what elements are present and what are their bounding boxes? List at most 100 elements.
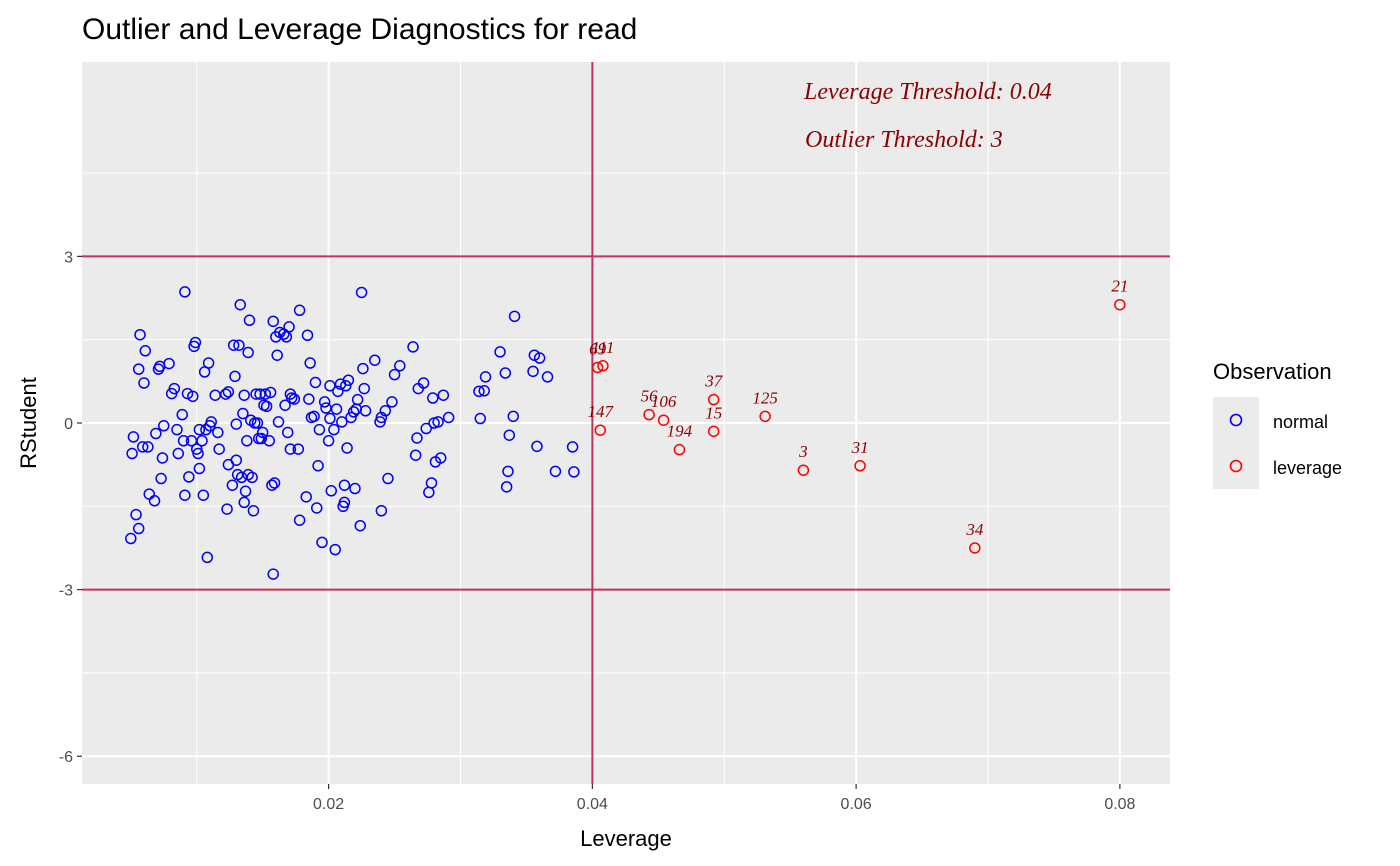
point-leverage (707, 393, 720, 406)
point-normal (171, 423, 183, 436)
point-leverage (707, 425, 720, 438)
point-normal (499, 367, 512, 379)
point-normal (324, 412, 336, 425)
point-normal (271, 349, 283, 361)
point-normal (163, 357, 175, 370)
chart-title: Outlier and Leverage Diagnostics for rea… (82, 13, 637, 46)
point-normal (328, 423, 340, 436)
point-normal (332, 385, 344, 398)
point-normal (172, 447, 185, 460)
point-normal (349, 482, 361, 495)
series-normal (125, 286, 580, 580)
point-normal (264, 386, 277, 399)
point-normal (533, 352, 546, 364)
point-normal (142, 441, 154, 453)
point-normal (303, 393, 315, 405)
legend: Observation normal leverage (1213, 359, 1342, 489)
point-normal (272, 416, 285, 428)
point-normal (219, 388, 232, 400)
point-label: 56 (641, 387, 659, 406)
legend-label-leverage: leverage (1273, 458, 1342, 478)
point-normal (434, 452, 447, 464)
point-normal (177, 435, 190, 447)
point-normal (192, 447, 204, 460)
point-normal (130, 508, 142, 521)
point-normal (345, 411, 357, 424)
point-normal (212, 426, 224, 439)
point-normal (126, 447, 138, 460)
point-normal (284, 443, 297, 455)
point-normal (230, 418, 243, 430)
point-normal (197, 489, 210, 501)
y-axis-title: RStudent (16, 377, 41, 469)
point-leverage (594, 424, 607, 436)
point-normal (494, 346, 506, 358)
point-normal (189, 336, 202, 349)
point-normal (324, 380, 336, 392)
point-normal (196, 435, 208, 447)
point-normal (202, 357, 215, 369)
point-normal (409, 449, 422, 461)
point-normal (201, 551, 214, 564)
point-normal (407, 341, 419, 353)
point-normal (379, 405, 392, 417)
point-normal (243, 314, 256, 327)
point-normal (254, 388, 266, 400)
point-normal (354, 519, 367, 532)
point-normal (507, 410, 519, 423)
point-normal (183, 471, 195, 483)
point-normal (503, 429, 516, 441)
point-normal (502, 465, 514, 478)
point-normal (221, 503, 233, 515)
point-normal (425, 477, 438, 489)
point-normal (247, 505, 260, 517)
point-normal (388, 368, 401, 381)
point-normal (193, 462, 206, 475)
point-normal (531, 440, 543, 453)
point-normal (132, 522, 145, 535)
point-normal (310, 502, 323, 514)
point-leverage (1114, 298, 1126, 311)
point-leverage (643, 408, 655, 421)
point-normal (268, 477, 281, 489)
point-normal (508, 310, 521, 323)
point-normal (375, 505, 388, 517)
point-normal (351, 393, 364, 406)
point-label: 69 (589, 339, 607, 358)
y-tick-label: -6 (59, 749, 73, 766)
point-normal (200, 423, 212, 436)
point-leverage (854, 460, 866, 472)
point-normal (479, 371, 492, 383)
point-normal (213, 443, 225, 455)
point-normal (238, 389, 250, 401)
point-normal (325, 485, 338, 497)
x-tick-label: 0.06 (841, 796, 872, 813)
point-normal (437, 389, 450, 401)
point-normal (136, 441, 149, 453)
legend-title: Observation (1213, 359, 1332, 384)
point-normal (420, 422, 432, 435)
point-normal (374, 416, 386, 428)
point-normal (246, 471, 258, 484)
point-label: 15 (705, 403, 722, 422)
point-leverage (597, 360, 609, 372)
point-normal (241, 435, 253, 447)
point-normal (138, 377, 150, 389)
point-normal (266, 479, 278, 491)
point-normal (322, 435, 335, 447)
point-normal (313, 423, 326, 436)
point-normal (150, 427, 162, 440)
point-leverage (797, 464, 810, 476)
x-axis-title: Leverage (580, 826, 672, 851)
point-normal (226, 479, 239, 491)
point-normal (242, 346, 254, 359)
point-leverage (969, 542, 981, 554)
point-normal (316, 536, 328, 549)
point-label: 194 (667, 422, 693, 441)
point-normal (237, 407, 249, 420)
point-normal (329, 543, 341, 556)
point-normal (304, 357, 316, 369)
legend-key-leverage-bg (1213, 443, 1259, 489)
point-label: 21 (1111, 277, 1128, 296)
